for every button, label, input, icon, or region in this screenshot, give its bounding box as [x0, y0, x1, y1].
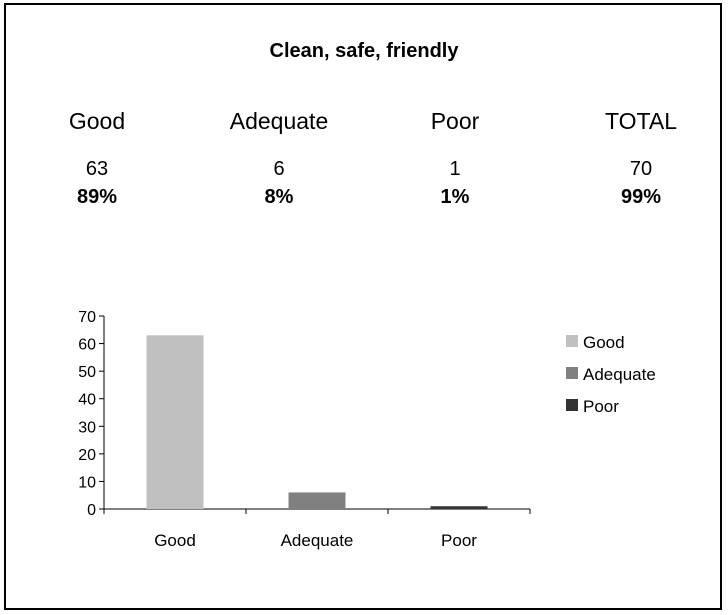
legend-swatch [566, 335, 578, 347]
summary-count: 6 [273, 158, 285, 180]
summary-percent: 8% [264, 186, 294, 208]
summary-percent: 1% [440, 186, 470, 208]
summary-percent: 89% [76, 186, 118, 208]
y-tick-label: 70 [78, 309, 96, 326]
y-tick-label: 10 [78, 474, 96, 491]
y-tick-label: 20 [78, 447, 96, 464]
x-category-label: Poor [441, 531, 477, 550]
summary-percent: 99% [620, 186, 662, 208]
legend-label: Poor [583, 397, 619, 416]
summary-label: Adequate [229, 108, 329, 134]
y-tick-label: 40 [78, 392, 96, 409]
bar-good [146, 335, 204, 509]
bar-adequate [288, 492, 346, 509]
legend-swatch [566, 399, 578, 411]
summary-label: Good [68, 108, 126, 134]
summary-count: 63 [85, 158, 109, 180]
y-tick-label: 60 [78, 337, 96, 354]
y-tick-label: 50 [78, 364, 96, 381]
y-tick-label: 0 [87, 502, 96, 519]
y-tick-label: 30 [78, 419, 96, 436]
summary-count: 1 [449, 158, 461, 180]
legend-label: Good [583, 333, 625, 352]
bar-poor [430, 506, 488, 509]
summary-count: 70 [629, 158, 653, 180]
x-category-label: Adequate [281, 531, 354, 550]
summary-label: TOTAL [605, 108, 677, 134]
legend-label: Adequate [583, 365, 656, 384]
chart-title: Clean, safe, friendly [269, 40, 459, 62]
x-category-label: Good [154, 531, 196, 550]
summary-label: Poor [430, 108, 480, 134]
legend-swatch [566, 367, 578, 379]
